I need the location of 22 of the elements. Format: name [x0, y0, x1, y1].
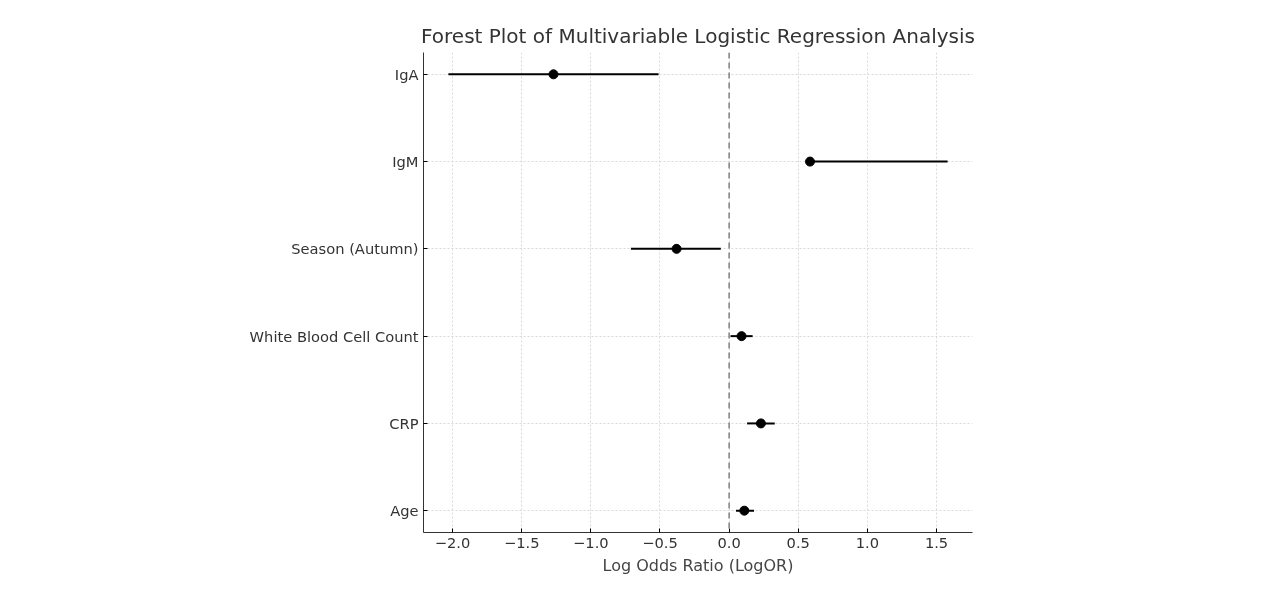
- x-tick-label: −1.5: [503, 533, 540, 551]
- y-tick-label: IgA: [394, 65, 419, 83]
- point: [671, 243, 682, 254]
- x-axis-title: Log Odds Ratio (LogOR): [602, 555, 794, 575]
- point: [739, 505, 750, 516]
- y-tick-label: CRP: [389, 414, 419, 432]
- y-tick-label: White Blood Cell Count: [249, 327, 419, 345]
- x-tick-label: 0.0: [717, 533, 741, 551]
- x-tick-label: −2.0: [434, 533, 471, 551]
- x-tick-label: −1.0: [573, 533, 609, 551]
- x-tick-label: 1.5: [924, 533, 949, 551]
- chart-title: Forest Plot of Multivariable Logistic Regression Analysis: [421, 23, 975, 48]
- point: [755, 418, 766, 429]
- y-tick-label: Season (Autumn): [291, 240, 419, 258]
- point: [805, 156, 816, 167]
- x-tick-label: −0.5: [642, 533, 678, 551]
- y-tick-label: IgM: [392, 153, 419, 171]
- point: [548, 69, 559, 80]
- x-tick-label: 0.5: [786, 533, 810, 551]
- x-tick-label: 1.0: [855, 533, 880, 551]
- point: [736, 331, 747, 342]
- y-tick-label: Age: [390, 502, 419, 520]
